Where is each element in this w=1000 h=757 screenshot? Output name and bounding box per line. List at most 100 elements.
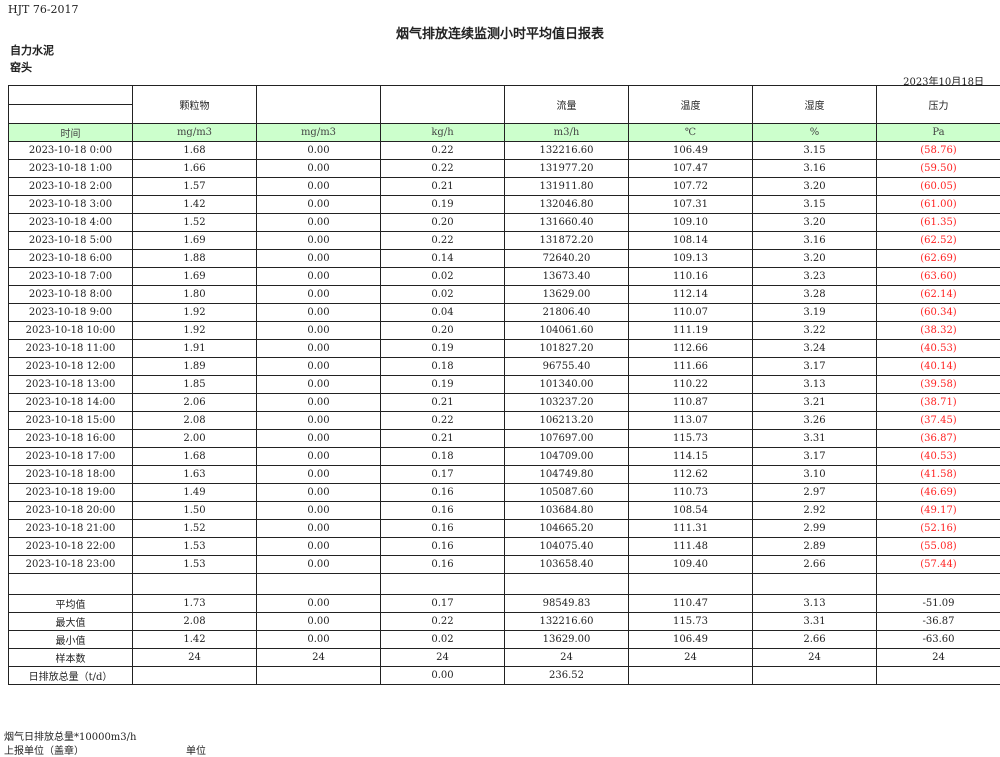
unit-cell: kg/h [381,124,505,142]
table-cell: 3.19 [753,304,877,322]
table-cell: 0.22 [381,142,505,160]
table-cell: 2023-10-18 17:00 [9,448,133,466]
table-cell: 1.42 [133,631,257,649]
header-row: 颗粒物 流量 温度 湿度 压力 [9,86,1000,124]
table-cell: 107697.00 [505,430,629,448]
table-cell: (59.50) [877,160,1000,178]
table-cell: 0.20 [381,214,505,232]
report-table: 颗粒物 流量 温度 湿度 压力 时间 mg/m3 mg/m3 kg/h m3/h… [8,85,1000,685]
table-cell: 108.54 [629,502,753,520]
table-cell: 103237.20 [505,394,629,412]
table-cell: 0.00 [257,232,381,250]
table-cell: 2023-10-18 15:00 [9,412,133,430]
table-cell: 1.66 [133,160,257,178]
table-cell: 2023-10-18 23:00 [9,556,133,574]
table-cell: 106.49 [629,631,753,649]
table-cell: 3.24 [753,340,877,358]
table-cell: 2.08 [133,613,257,631]
table-cell: 0.14 [381,250,505,268]
table-cell: 107.31 [629,196,753,214]
header-corner [9,86,133,124]
table-cell: 98549.83 [505,595,629,613]
table-cell: 2023-10-18 4:00 [9,214,133,232]
table-cell: 0.00 [257,394,381,412]
table-cell: 2.92 [753,502,877,520]
table-cell [753,667,877,685]
table-cell: 101340.00 [505,376,629,394]
table-cell: 3.16 [753,160,877,178]
table-cell: 2023-10-18 3:00 [9,196,133,214]
table-cell: 0.00 [257,286,381,304]
table-cell: 0.02 [381,631,505,649]
table-cell: 132216.60 [505,613,629,631]
table-cell: 0.00 [257,613,381,631]
table-cell: 0.16 [381,556,505,574]
table-cell: 1.42 [133,196,257,214]
table-cell: 24 [257,649,381,667]
table-cell: 0.00 [257,502,381,520]
table-cell: 24 [753,649,877,667]
table-cell: 109.13 [629,250,753,268]
table-cell: (62.14) [877,286,1000,304]
table-cell: 106213.20 [505,412,629,430]
table-cell: 115.73 [629,430,753,448]
table-cell: 104749.80 [505,466,629,484]
table-cell [629,667,753,685]
unit-cell: mg/m3 [133,124,257,142]
table-cell: 3.17 [753,358,877,376]
table-cell: 3.22 [753,322,877,340]
table-cell: 115.73 [629,613,753,631]
table-cell: 0.21 [381,394,505,412]
unit-cell: % [753,124,877,142]
table-cell: 131660.40 [505,214,629,232]
table-cell: (39.58) [877,376,1000,394]
table-cell: 最小值 [9,631,133,649]
table-cell: 104709.00 [505,448,629,466]
table-cell: 0.02 [381,286,505,304]
table-cell: 0.00 [257,466,381,484]
table-cell: 0.00 [257,340,381,358]
blank-row [9,574,1000,595]
table-cell: 108.14 [629,232,753,250]
table-cell: 2.08 [133,412,257,430]
table-cell: 1.73 [133,595,257,613]
unit-cell: ℃ [629,124,753,142]
table-cell: (60.05) [877,178,1000,196]
table-cell: 1.68 [133,448,257,466]
table-cell: 0.16 [381,502,505,520]
table-cell: (52.16) [877,520,1000,538]
unit-cell: m3/h [505,124,629,142]
table-cell: 0.22 [381,160,505,178]
table-cell: 0.20 [381,322,505,340]
table-cell: 105087.60 [505,484,629,502]
table-cell: 3.15 [753,142,877,160]
table-cell: (40.14) [877,358,1000,376]
table-cell: 0.00 [257,430,381,448]
table-cell: 0.19 [381,340,505,358]
table-cell: 2023-10-18 12:00 [9,358,133,376]
table-cell: 3.10 [753,466,877,484]
table-cell [381,574,505,595]
table-cell: (41.58) [877,466,1000,484]
table-cell: 3.15 [753,196,877,214]
table-cell: 0.00 [381,667,505,685]
report-title: 烟气排放连续监测小时平均值日报表 [0,23,1000,42]
table-cell: (36.87) [877,430,1000,448]
header-cell [381,86,505,124]
table-cell: 1.57 [133,178,257,196]
table-cell [629,574,753,595]
table-cell: 平均值 [9,595,133,613]
header-cell [257,86,381,124]
